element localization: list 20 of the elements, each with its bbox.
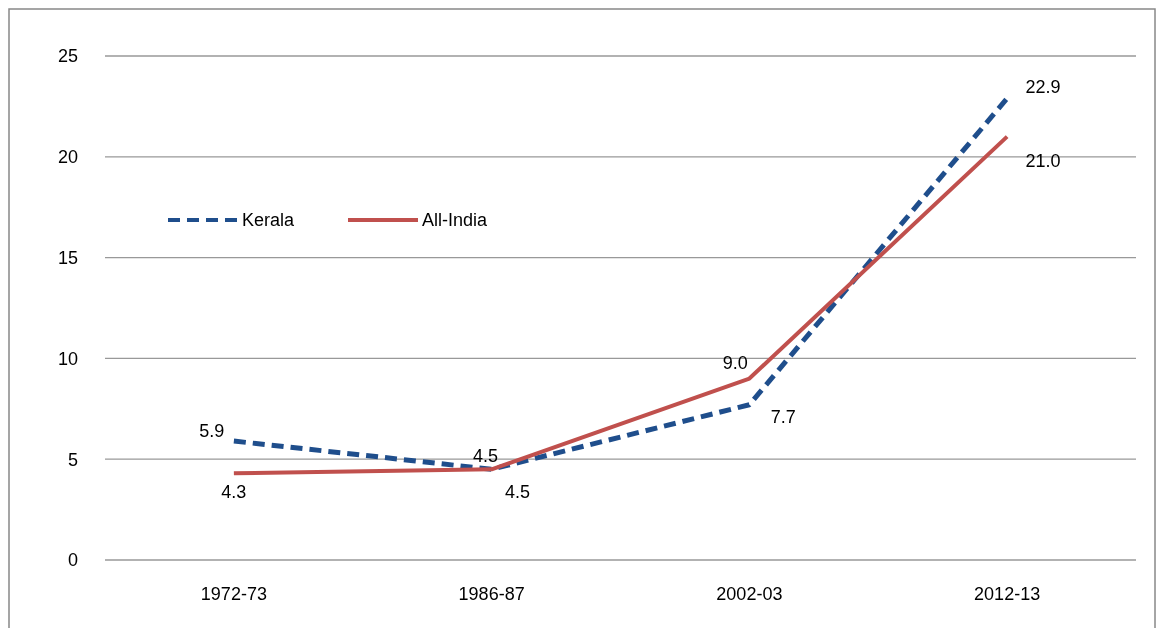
x-tick-label: 2012-13	[974, 584, 1041, 604]
data-label: 4.5	[473, 445, 499, 466]
data-label: 7.7	[770, 407, 796, 428]
data-label: 9.0	[722, 352, 748, 373]
data-label: 4.5	[505, 481, 531, 502]
x-tick-label: 1986-87	[458, 584, 525, 604]
x-tick-label: 2002-03	[716, 584, 783, 604]
legend-label: Kerala	[242, 210, 296, 231]
y-tick-label: 15	[57, 247, 78, 268]
data-label: 4.3	[221, 481, 247, 502]
x-tick-label: 1972-73	[200, 584, 267, 604]
y-tick-label: 5	[67, 449, 78, 470]
y-tick-label: 20	[57, 147, 78, 168]
legend-label: All-India	[422, 210, 489, 231]
data-label: 22.9	[1025, 76, 1061, 97]
y-tick-label: 10	[57, 348, 78, 369]
data-label: 5.9	[199, 421, 225, 442]
data-label: 21.0	[1025, 150, 1061, 171]
y-tick-label: 0	[67, 550, 78, 571]
y-tick-label: 25	[57, 46, 78, 67]
